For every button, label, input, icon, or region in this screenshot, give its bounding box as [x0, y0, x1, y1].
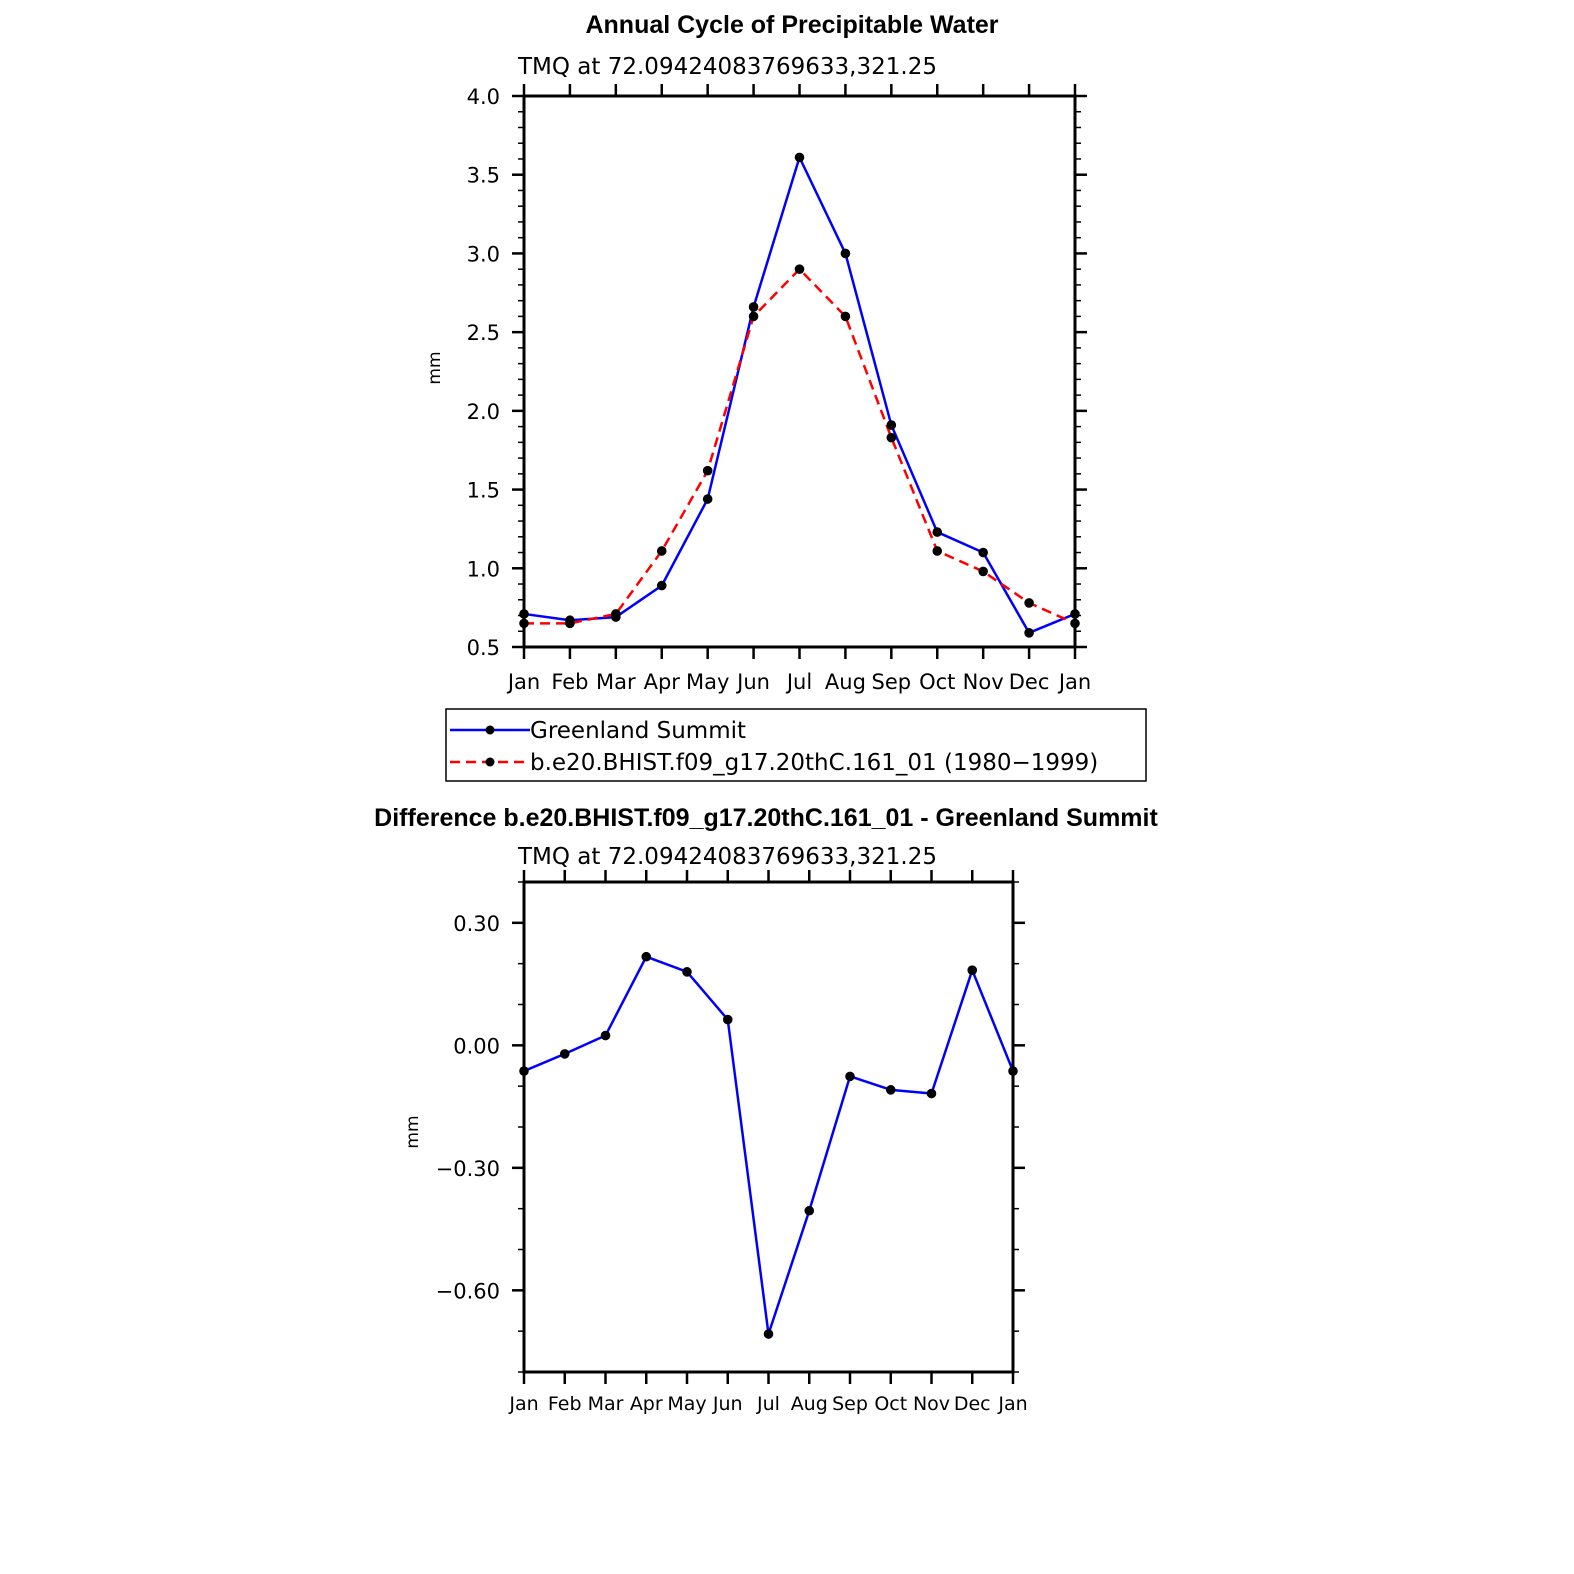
x-tick-label: Jan	[1057, 670, 1091, 694]
data-point-0	[519, 1066, 529, 1076]
data-point-0	[519, 609, 529, 619]
x-tick-label: Dec	[954, 1393, 991, 1415]
data-point-0	[722, 1014, 733, 1025]
bottom-chart: Jan Feb Mar Apr May Jun Jul Aug Sep Oct Nov Dec Jan −…	[436, 870, 1028, 1415]
legend-label-observed: Greenland Summit	[530, 718, 746, 744]
data-point-1	[656, 546, 667, 556]
data-point-1	[748, 311, 759, 322]
data-point-0	[702, 494, 713, 504]
data-point-1	[932, 546, 943, 556]
y-tick-label: 0.00	[453, 1034, 500, 1058]
x-tick-label: Apr	[630, 1393, 663, 1415]
x-tick-label: Jan	[508, 1393, 538, 1415]
data-point-0	[559, 1049, 570, 1059]
x-tick-label: Nov	[913, 1393, 950, 1415]
data-point-0	[967, 965, 978, 975]
data-point-0	[748, 302, 759, 312]
data-point-1	[794, 264, 805, 274]
data-point-0	[932, 527, 943, 537]
x-tick-label: Apr	[644, 670, 681, 694]
data-point-1	[1070, 618, 1080, 629]
x-tick-label: Nov	[963, 670, 1004, 694]
data-point-0	[763, 1329, 774, 1339]
series-line-0	[523, 156, 1076, 635]
y-tick-label: 1.5	[467, 479, 500, 503]
x-tick-label: May	[686, 670, 729, 694]
x-tick-label: Oct	[919, 670, 955, 694]
data-point-1	[886, 432, 897, 443]
data-point-0	[840, 248, 851, 259]
x-tick-label: Mar	[596, 670, 636, 694]
x-tick-label: Sep	[872, 670, 912, 694]
plot-frame	[522, 94, 1077, 649]
y-tick-label: 3.5	[467, 164, 500, 188]
data-point-0	[641, 951, 652, 962]
x-tick-label: Jun	[712, 1393, 743, 1415]
top-chart: Jan Feb Mar Apr May Jun Jul Aug Sep Oct Nov Dec Jan0…	[467, 84, 1091, 694]
y-tick-label: 3.0	[467, 242, 500, 266]
data-point-0	[600, 1030, 611, 1041]
data-point-1	[565, 618, 575, 629]
data-point-0	[804, 1205, 815, 1216]
x-tick-label: Jun	[735, 670, 770, 694]
y-tick-label: −0.30	[436, 1157, 500, 1181]
x-tick-label: Aug	[791, 1393, 828, 1415]
bottom-chart-ylabel: mm	[403, 1115, 423, 1148]
series-line-0	[523, 955, 1015, 1336]
x-tick-label: Jul	[785, 670, 812, 694]
legend-label-model: b.e20.BHIST.f09_g17.20thC.161_01 (1980−1…	[530, 750, 1098, 776]
y-tick-label: −0.60	[436, 1279, 500, 1303]
x-tick-label: Dec	[1009, 670, 1050, 694]
legend-marker-model	[485, 757, 495, 767]
data-point-1	[611, 609, 621, 619]
legend-marker-observed	[485, 725, 495, 735]
y-tick-label: 0.5	[467, 636, 500, 660]
data-point-0	[926, 1088, 937, 1099]
data-point-0	[656, 580, 667, 591]
data-point-1	[702, 465, 713, 476]
y-tick-label: 0.30	[453, 912, 500, 936]
x-tick-label: Jul	[756, 1393, 780, 1415]
data-point-0	[794, 152, 805, 163]
x-tick-label: Jan	[506, 670, 540, 694]
data-point-1	[978, 566, 988, 577]
top-chart-ylabel: mm	[425, 351, 445, 384]
data-point-1	[1024, 598, 1034, 608]
top-chart-title: Annual Cycle of Precipitable Water	[585, 11, 998, 39]
y-tick-label: 4.0	[467, 85, 500, 109]
data-point-0	[682, 967, 692, 977]
top-chart-subtitle: TMQ at 72.09424083769633,321.25	[517, 54, 937, 80]
data-point-1	[840, 311, 851, 322]
data-point-0	[1070, 609, 1080, 619]
data-point-0	[1008, 1066, 1018, 1076]
data-point-0	[845, 1071, 855, 1082]
legend: Greenland Summit b.e20.BHIST.f09_g17.20t…	[445, 708, 1147, 782]
data-point-0	[1024, 628, 1034, 638]
plot-frame	[522, 880, 1015, 1374]
x-tick-label: Feb	[551, 670, 588, 694]
x-tick-label: Aug	[825, 670, 866, 694]
bottom-chart-title: Difference b.e20.BHIST.f09_g17.20thC.161…	[374, 804, 1158, 832]
data-point-1	[519, 618, 529, 629]
y-tick-label: 2.5	[467, 321, 500, 345]
x-tick-label: Jan	[997, 1393, 1027, 1415]
x-tick-label: Mar	[588, 1393, 624, 1415]
y-tick-label: 2.0	[467, 400, 500, 424]
data-point-0	[885, 1085, 896, 1095]
x-tick-label: Oct	[874, 1393, 907, 1415]
x-tick-label: Feb	[548, 1393, 582, 1415]
data-point-0	[886, 420, 897, 430]
x-tick-label: May	[667, 1393, 706, 1415]
x-tick-label: Sep	[832, 1393, 868, 1415]
data-point-0	[978, 547, 988, 558]
legend-box	[445, 708, 1147, 782]
y-tick-label: 1.0	[467, 557, 500, 581]
bottom-chart-subtitle: TMQ at 72.09424083769633,321.25	[517, 844, 937, 870]
